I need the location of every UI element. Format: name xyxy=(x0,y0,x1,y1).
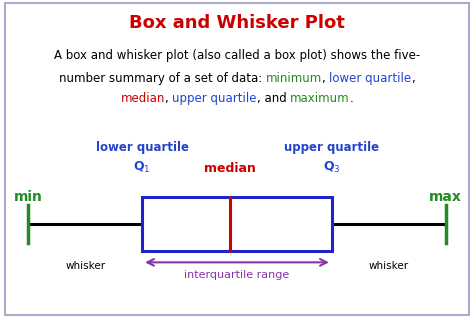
Text: whisker: whisker xyxy=(369,261,409,271)
Text: upper quartile: upper quartile xyxy=(284,141,379,154)
Text: lower quartile: lower quartile xyxy=(96,141,189,154)
Text: upper quartile: upper quartile xyxy=(172,92,257,105)
Text: minimum: minimum xyxy=(266,72,322,85)
Text: , and: , and xyxy=(257,92,290,105)
Text: min: min xyxy=(14,190,43,204)
Text: Box and Whisker Plot: Box and Whisker Plot xyxy=(129,14,345,32)
Text: number summary of a set of data:: number summary of a set of data: xyxy=(59,72,266,85)
Text: .: . xyxy=(350,92,354,105)
Text: Q$_1$: Q$_1$ xyxy=(134,160,151,175)
Text: ,: , xyxy=(411,72,415,85)
Bar xyxy=(142,197,332,251)
Text: lower quartile: lower quartile xyxy=(329,72,411,85)
Text: median: median xyxy=(204,162,256,175)
Text: ,: , xyxy=(322,72,329,85)
Text: interquartile range: interquartile range xyxy=(184,270,290,280)
Text: maximum: maximum xyxy=(290,92,350,105)
Text: whisker: whisker xyxy=(65,261,105,271)
Text: median: median xyxy=(120,92,165,105)
Text: Q$_3$: Q$_3$ xyxy=(323,160,341,175)
Text: max: max xyxy=(429,190,462,204)
Text: A box and whisker plot (also called a box plot) shows the five-: A box and whisker plot (also called a bo… xyxy=(54,49,420,62)
Text: ,: , xyxy=(165,92,172,105)
